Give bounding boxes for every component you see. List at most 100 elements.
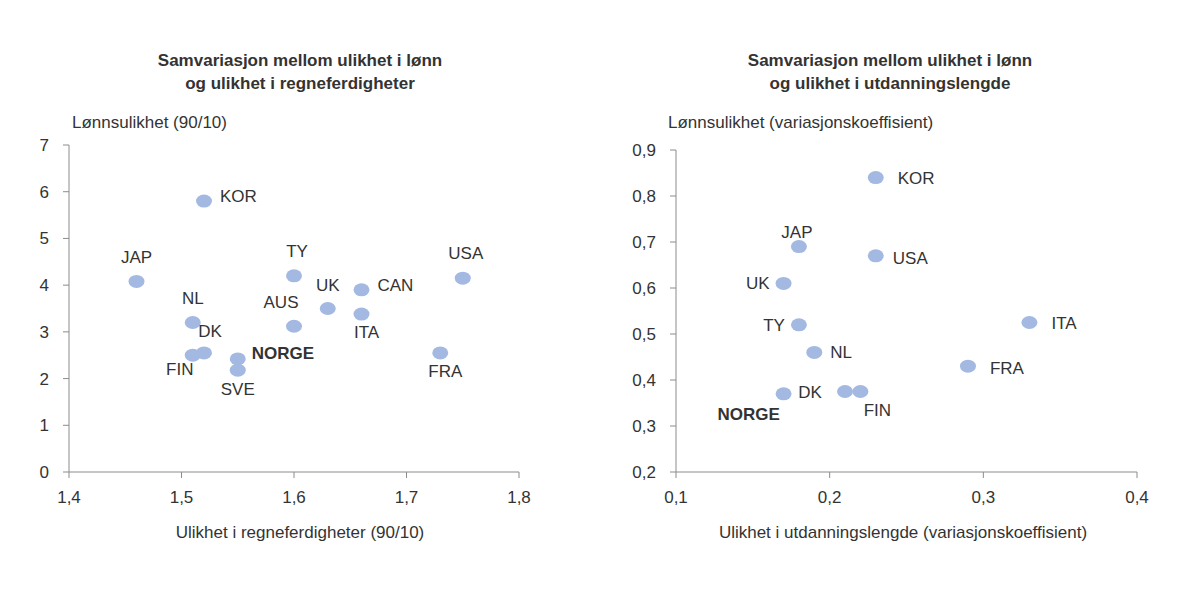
point-label: JAP xyxy=(121,248,152,267)
point-labels: KORJAPNLDKFINNORGESVETYAUSUKCANITAUSAFRA xyxy=(121,187,484,399)
x-tick-label: 0,2 xyxy=(818,488,842,507)
y-tick xyxy=(670,380,676,381)
y-tick-label: 0,8 xyxy=(632,187,656,206)
point xyxy=(196,195,212,208)
y-tick-label: 4 xyxy=(40,276,49,295)
x-tick-label: 0,3 xyxy=(972,488,996,507)
point-label: UK xyxy=(746,274,770,293)
y-tick-label: 2 xyxy=(40,370,49,389)
y-tick-label: 0,9 xyxy=(632,141,656,160)
x-tick xyxy=(829,472,830,478)
point xyxy=(455,272,471,285)
y-tick xyxy=(63,285,69,286)
x-tick xyxy=(181,472,182,478)
y-tick xyxy=(670,288,676,289)
y-tick-label: 0,5 xyxy=(632,325,656,344)
point-label: FIN xyxy=(864,401,891,420)
y-tick-label: 0,2 xyxy=(632,463,656,482)
y-tick-label: 7 xyxy=(40,136,49,155)
point-label: USA xyxy=(893,249,929,268)
chart-title: og ulikhet i regneferdigheter xyxy=(185,74,415,93)
x-tick xyxy=(676,472,677,478)
y-axis xyxy=(69,145,70,472)
point-label: KOR xyxy=(220,187,257,206)
y-tick xyxy=(670,334,676,335)
point-label: USA xyxy=(448,244,484,263)
y-tick-label: 0 xyxy=(40,463,49,482)
y-tick xyxy=(63,378,69,379)
x-tick-label: 0,4 xyxy=(1125,488,1149,507)
background xyxy=(0,0,1200,595)
point xyxy=(960,360,976,373)
x-tick xyxy=(1137,472,1138,478)
point xyxy=(1021,316,1037,329)
y-tick xyxy=(670,196,676,197)
y-tick xyxy=(63,472,69,473)
point xyxy=(286,320,302,333)
point-label: ITA xyxy=(1051,314,1077,333)
y-tick-label: 0,3 xyxy=(632,417,656,436)
point xyxy=(286,269,302,282)
y-tick-label: 5 xyxy=(40,229,49,248)
point xyxy=(129,275,145,288)
points xyxy=(776,171,1038,400)
y-tick xyxy=(63,331,69,332)
point-label: FIN xyxy=(166,360,193,379)
point xyxy=(837,385,853,398)
point-label: CAN xyxy=(378,276,414,295)
point-label: JAP xyxy=(781,223,812,242)
x-tick-label: 0,1 xyxy=(664,488,688,507)
point-label: NORGE xyxy=(717,405,779,424)
y-axis-label: Lønnsulikhet (90/10) xyxy=(72,113,227,132)
x-tick xyxy=(519,472,520,478)
chart-title: Samvariasjon mellom ulikhet i lønn xyxy=(158,51,442,70)
point-label: DK xyxy=(198,322,222,341)
point xyxy=(432,346,448,359)
scatter-chart: Samvariasjon mellom ulikhet i lønn og uli… xyxy=(632,51,1148,542)
y-axis xyxy=(676,150,677,472)
point xyxy=(791,318,807,331)
y-tick-label: 6 xyxy=(40,183,49,202)
y-tick-label: 0,6 xyxy=(632,279,656,298)
point xyxy=(791,240,807,253)
x-tick-label: 1,8 xyxy=(507,488,531,507)
y-tick xyxy=(670,472,676,473)
x-tick-label: 1,4 xyxy=(57,488,81,507)
x-axis-label: Ulikhet i regneferdigheter (90/10) xyxy=(176,523,425,542)
chart-title: Samvariasjon mellom ulikhet i lønn xyxy=(748,51,1032,70)
point-label: SVE xyxy=(221,380,255,399)
chart-title: og ulikhet i utdanningslengde xyxy=(770,74,1011,93)
point-labels: KORJAPUSAUKTYNLITAFRANORGEDKFIN xyxy=(717,169,1077,424)
points xyxy=(129,195,471,377)
x-axis-label: Ulikhet i utdanningslengde (variasjonsko… xyxy=(719,523,1087,542)
point xyxy=(354,283,370,296)
y-tick xyxy=(63,425,69,426)
point xyxy=(320,302,336,315)
x-tick-label: 1,6 xyxy=(282,488,306,507)
point xyxy=(852,385,868,398)
point-label: KOR xyxy=(898,169,935,188)
scatter-chart: Samvariasjon mellom ulikhet i lønn og uli… xyxy=(40,51,531,542)
point-label: AUS xyxy=(264,293,299,312)
point-label: UK xyxy=(316,276,340,295)
y-tick-label: 0,7 xyxy=(632,233,656,252)
point xyxy=(868,249,884,262)
point xyxy=(230,364,246,377)
y-tick xyxy=(63,238,69,239)
x-tick-label: 1,5 xyxy=(170,488,194,507)
y-tick xyxy=(670,426,676,427)
y-tick-label: 0,4 xyxy=(632,371,656,390)
figure: Samvariasjon mellom ulikhet i lønn og uli… xyxy=(0,0,1200,595)
y-tick-label: 1 xyxy=(40,416,49,435)
point-label: FRA xyxy=(990,359,1025,378)
point xyxy=(230,352,246,365)
point-label: TY xyxy=(286,242,308,261)
y-tick xyxy=(63,145,69,146)
point-label: ITA xyxy=(354,323,380,342)
x-axis xyxy=(676,472,1137,473)
x-tick xyxy=(406,472,407,478)
x-tick xyxy=(983,472,984,478)
x-tick xyxy=(294,472,295,478)
y-tick xyxy=(670,150,676,151)
point xyxy=(806,346,822,359)
